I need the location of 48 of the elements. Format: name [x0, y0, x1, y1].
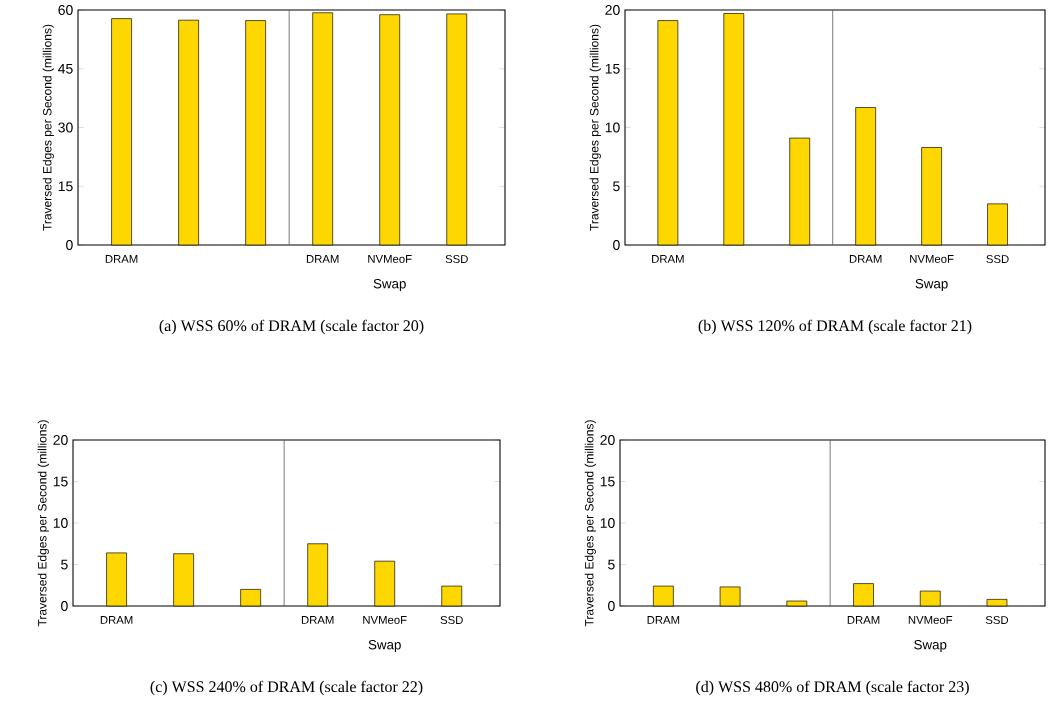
- text: (b) WSS 120% of DRAM (scale factor 21): [698, 319, 972, 335]
- text: Swap: [914, 639, 947, 653]
- text: (a) WSS 60% of DRAM (scale factor 20): [159, 319, 424, 335]
- y-tick-label: 15: [600, 476, 615, 487]
- text: Swap: [368, 639, 401, 653]
- x-tick-label: NVMeoF: [368, 255, 412, 263]
- y-tick-label: 20: [600, 435, 615, 445]
- x-tick-label: NVMeoF: [363, 616, 407, 624]
- y-tick-label: 60: [58, 5, 73, 15]
- x-tick-label: DRAM: [847, 616, 880, 624]
- y-tick-label: 45: [58, 63, 73, 74]
- y-tick-label: 10: [53, 518, 68, 528]
- x-tick-label: SSD: [445, 255, 468, 264]
- y-tick-label: 15: [58, 181, 73, 192]
- x-tick-label: DRAM: [849, 255, 882, 263]
- y-axis-title: Traversed Edges per Second (millions): [37, 420, 49, 627]
- x-tick-label: SSD: [986, 255, 1009, 264]
- x-tick-label: DRAM: [105, 255, 138, 263]
- x-tick-label: SSD: [985, 616, 1009, 625]
- text: Swap: [915, 278, 948, 292]
- y-axis-title: Traversed Edges per Second (millions): [589, 24, 601, 231]
- x-tick-label: NVMeoF: [910, 255, 954, 263]
- x-tick-label: DRAM: [647, 616, 680, 624]
- text: (d) WSS 480% of DRAM (scale factor 23): [696, 680, 969, 696]
- y-axis-title: Traversed Edges per Second (millions): [584, 420, 596, 627]
- y-tick-label: 5: [608, 559, 615, 570]
- y-tick-label: 15: [53, 476, 68, 487]
- x-tick-label: DRAM: [100, 616, 133, 624]
- y-tick-label: 0: [61, 601, 68, 611]
- text: Swap: [373, 278, 406, 292]
- x-tick-label: DRAM: [301, 616, 334, 624]
- y-tick-label: 0: [613, 240, 620, 250]
- y-axis-title: Traversed Edges per Second (millions): [42, 24, 54, 231]
- y-tick-label: 10: [605, 122, 620, 133]
- y-tick-label: 0: [66, 240, 73, 250]
- y-tick-label: 10: [600, 518, 615, 528]
- x-tick-label: DRAM: [652, 255, 684, 263]
- y-tick-label: 5: [613, 181, 620, 192]
- x-tick-label: NVMeoF: [908, 616, 953, 624]
- y-tick-label: 30: [58, 122, 73, 133]
- y-tick-label: 20: [605, 5, 620, 15]
- y-tick-label: 20: [53, 435, 68, 445]
- text: (c) WSS 240% of DRAM (scale factor 22): [150, 680, 423, 696]
- x-tick-label: DRAM: [306, 255, 339, 263]
- x-tick-label: SSD: [440, 616, 463, 625]
- y-tick-label: 5: [61, 559, 68, 570]
- y-tick-label: 15: [605, 63, 620, 74]
- y-tick-label: 0: [608, 601, 615, 611]
